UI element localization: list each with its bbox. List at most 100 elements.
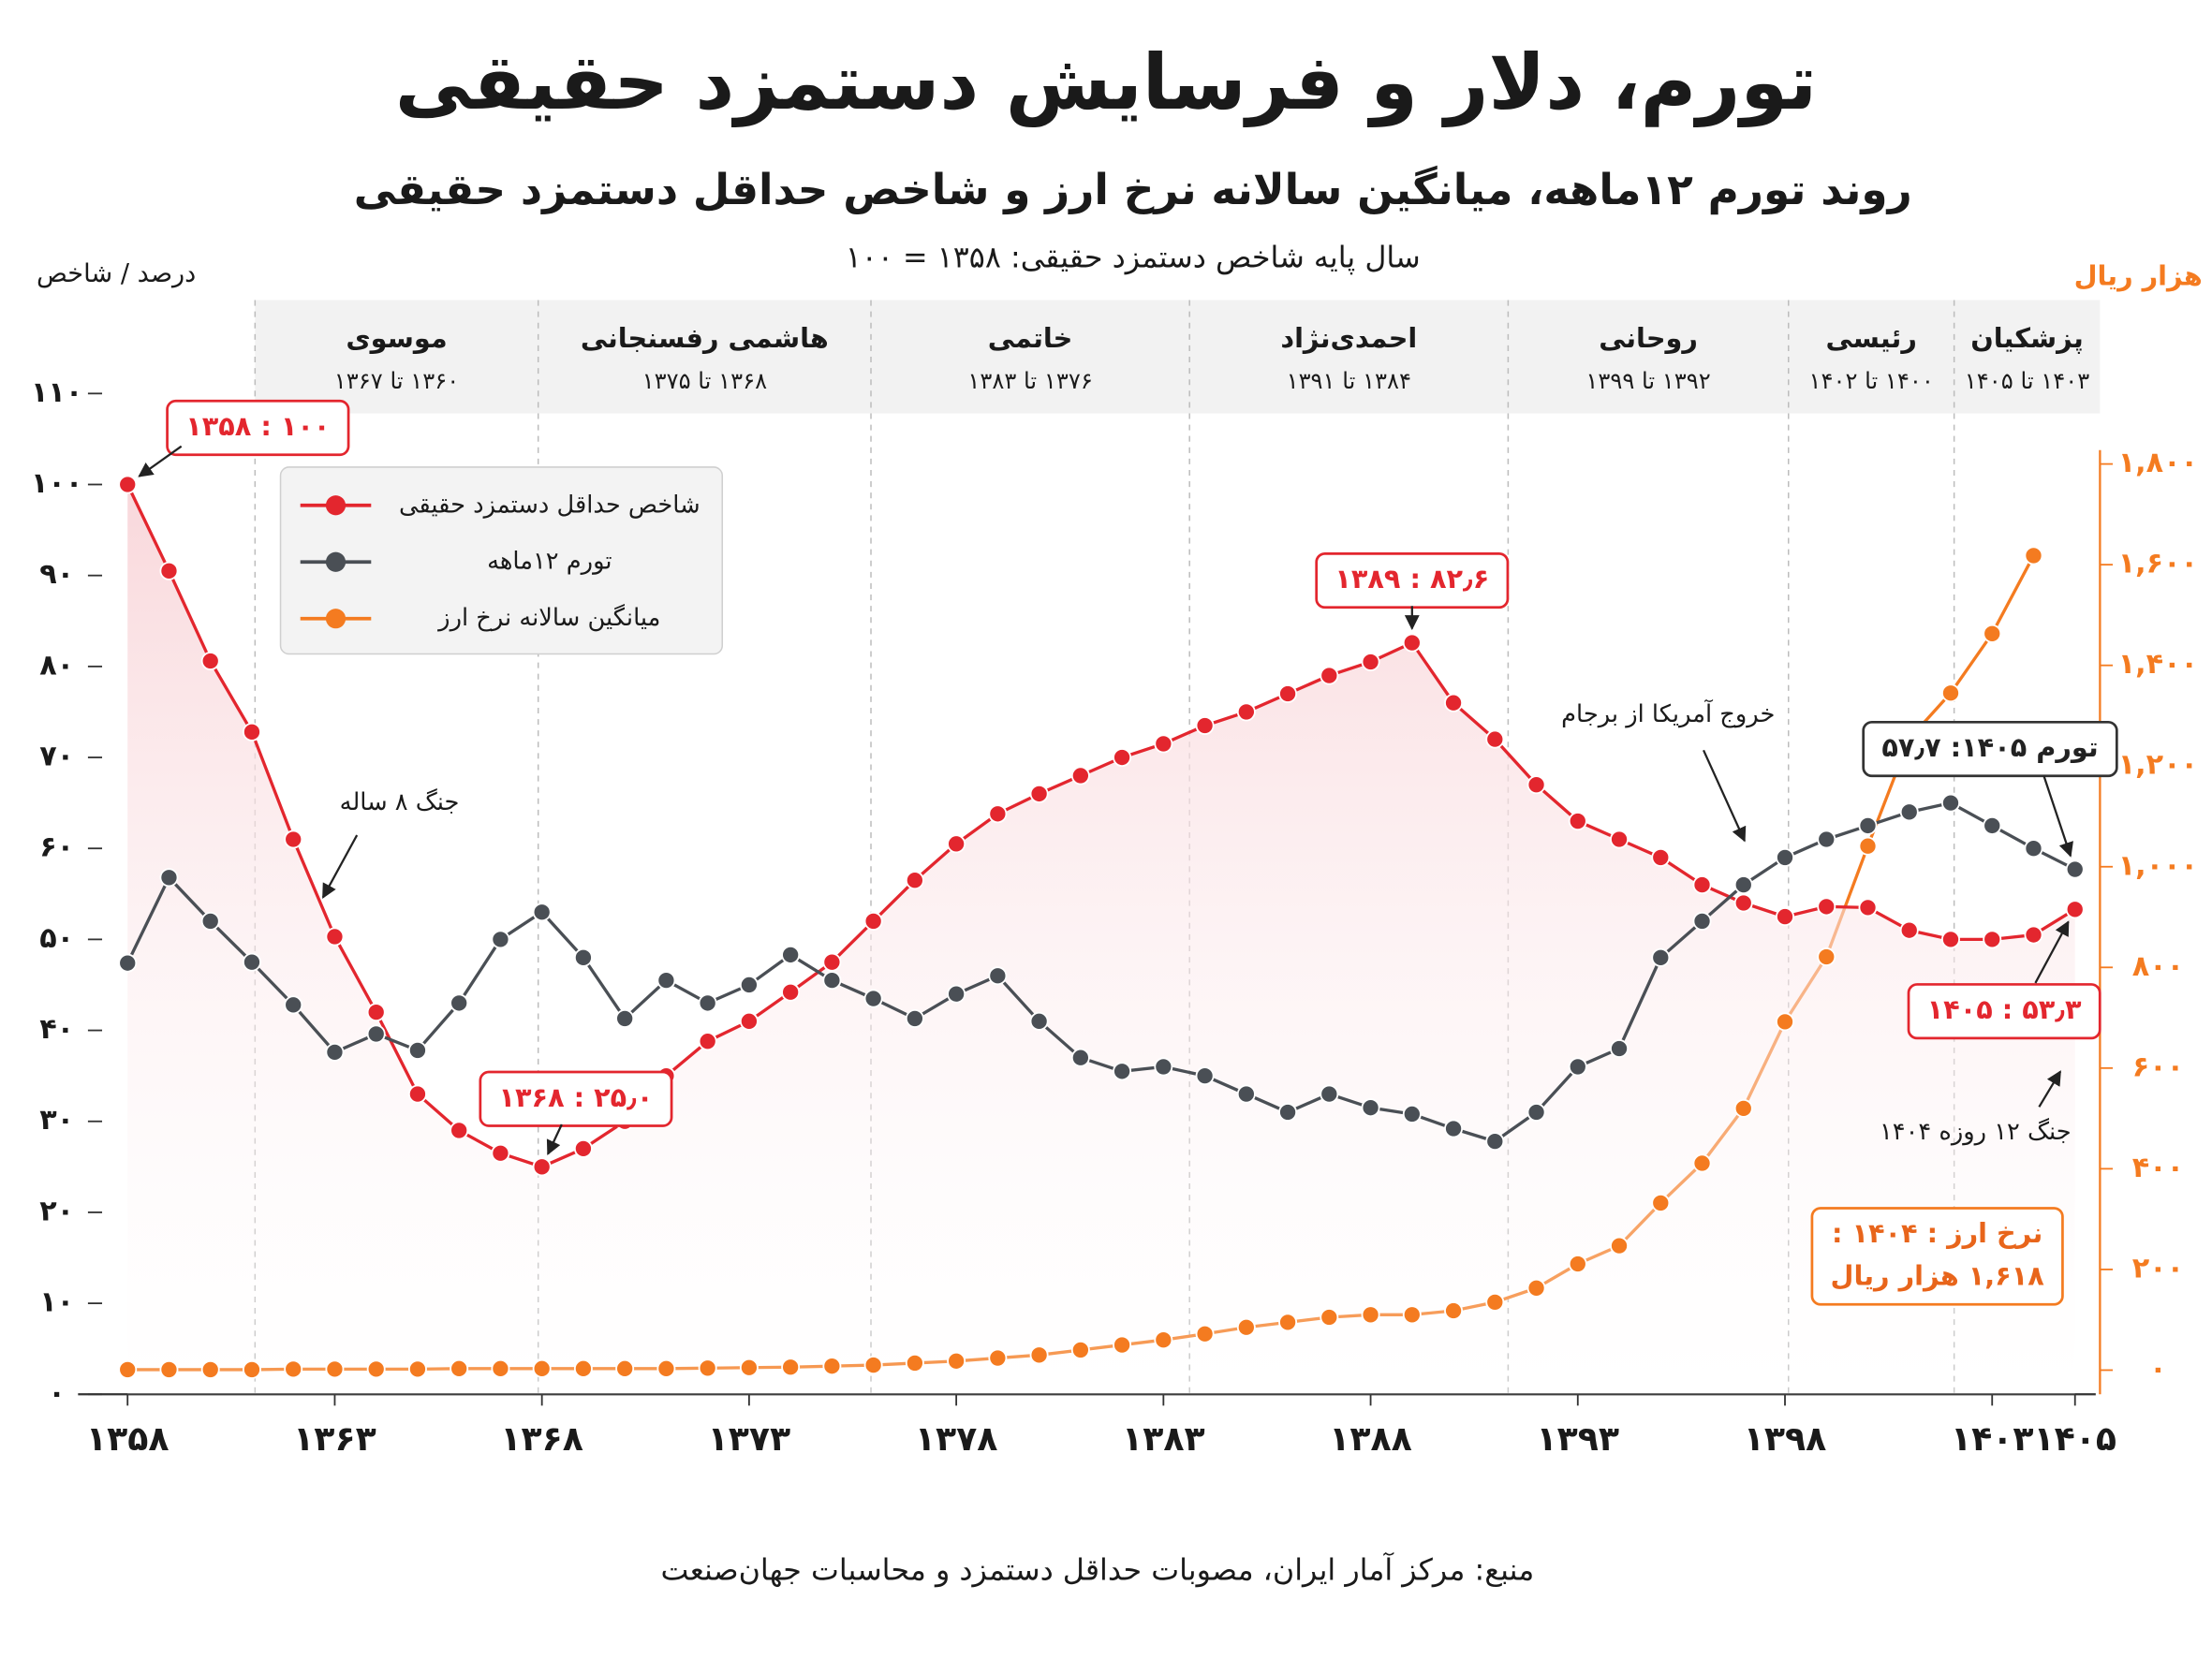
data-point xyxy=(450,1121,469,1140)
data-label: ۱,۶۱۸ هزار ریال xyxy=(1831,1260,2045,1292)
data-point xyxy=(242,722,261,741)
data-point xyxy=(1361,653,1380,671)
data-point xyxy=(1070,1048,1090,1067)
data-point xyxy=(2024,925,2043,945)
data-point xyxy=(325,1359,345,1379)
data-point xyxy=(1444,1301,1464,1320)
data-point xyxy=(781,982,801,1002)
data-point xyxy=(1154,1330,1173,1350)
y-tick-label: ۱۰ xyxy=(39,1286,74,1319)
period-range: ۱۳۸۴ تا ۱۳۹۱ xyxy=(1287,368,1411,394)
y-tick-label: ۷۰ xyxy=(39,741,74,773)
data-point xyxy=(2065,859,2085,879)
data-point xyxy=(698,993,717,1013)
data-point xyxy=(1651,847,1671,867)
data-point xyxy=(366,1024,386,1044)
data-point xyxy=(947,1351,966,1371)
data-point xyxy=(491,1143,510,1163)
data-point xyxy=(200,911,220,931)
data-point xyxy=(1568,1255,1587,1273)
data-point xyxy=(407,1084,427,1104)
data-label: تورم ۱۴۰۵: ۵۷٫۷ xyxy=(1881,731,2098,763)
data-point xyxy=(905,1008,924,1028)
data-point xyxy=(1983,815,2002,835)
data-point xyxy=(1195,1066,1215,1086)
data-label: ۱۳۸۹ : ۸۲٫۶ xyxy=(1335,563,1489,595)
data-point xyxy=(450,993,469,1013)
data-label: ۱۳۶۸ : ۲۵٫۰ xyxy=(498,1081,653,1113)
callout-box xyxy=(479,1070,673,1127)
period-band xyxy=(255,300,2101,414)
data-point xyxy=(1444,693,1464,712)
data-point xyxy=(1485,1292,1505,1312)
data-point xyxy=(1070,766,1090,785)
data-point xyxy=(242,1359,261,1379)
legend xyxy=(279,466,724,655)
data-point xyxy=(532,1157,552,1177)
period-range: ۱۴۰۳ تا ۱۴۰۵ xyxy=(1965,368,2089,394)
data-point xyxy=(781,1358,801,1377)
y-tick-label: ۱۱۰ xyxy=(31,376,82,409)
data-point xyxy=(1320,666,1339,685)
period-name: احمدی‌نژاد xyxy=(1280,322,1417,354)
data-point xyxy=(1444,1119,1464,1138)
legend-label: شاخص حداقل دستمزد حقیقی xyxy=(399,491,700,519)
data-point xyxy=(1983,624,2002,643)
data-point xyxy=(656,971,676,991)
y-tick-label: ۳۰ xyxy=(39,1104,74,1137)
data-point xyxy=(1195,716,1215,735)
series-area xyxy=(127,484,2075,1395)
data-point xyxy=(159,868,179,888)
y2-tick-label: ۱,۴۰۰ xyxy=(2118,648,2198,681)
data-point xyxy=(863,989,883,1008)
data-point xyxy=(1195,1324,1215,1343)
data-point xyxy=(573,1358,593,1378)
data-label: نرخ ارز : ۱۴۰۴ : xyxy=(1832,1217,2042,1249)
data-point xyxy=(159,1359,179,1379)
data-point xyxy=(1113,748,1132,768)
data-point xyxy=(284,830,303,849)
data-point xyxy=(1858,815,1878,835)
data-point xyxy=(1154,734,1173,754)
data-point xyxy=(1029,784,1049,803)
y2-axis-label: هزار ریال xyxy=(2074,259,2203,291)
data-point xyxy=(1941,930,1960,949)
callout-box xyxy=(1907,983,2101,1040)
data-point xyxy=(739,1011,759,1031)
callout-box xyxy=(166,399,350,457)
data-point xyxy=(532,903,552,922)
x-tick-label: ۱۳۹۳ xyxy=(1537,1418,1620,1459)
period-range: ۱۴۰۰ تا ۱۴۰۲ xyxy=(1808,368,1933,394)
x-tick-label: ۱۳۶۸ xyxy=(500,1418,583,1459)
y2-tick-label: ۱,۸۰۰ xyxy=(2118,447,2198,479)
data-point xyxy=(407,1040,427,1060)
annotation: جنگ ۱۲ روزه ۱۴۰۴ xyxy=(1880,1117,2072,1146)
data-point xyxy=(1733,1098,1753,1118)
y2-tick-label: ۱,۲۰۰ xyxy=(2118,749,2198,782)
data-point xyxy=(1070,1340,1090,1359)
y-tick-label: ۱۰۰ xyxy=(31,467,82,500)
annotation-arrow xyxy=(321,834,359,899)
data-point xyxy=(200,652,220,670)
data-point xyxy=(1526,1103,1546,1122)
data-point xyxy=(1858,836,1878,856)
callout-arrow xyxy=(2034,920,2070,984)
data-point xyxy=(1899,802,1919,822)
data-label: ۱۳۵۸ : ۱۰۰ xyxy=(185,410,330,442)
data-point xyxy=(118,475,138,494)
period-name: پزشکیان xyxy=(1970,322,2084,354)
data-point xyxy=(1568,1057,1587,1077)
data-point xyxy=(1278,1103,1298,1122)
data-label: ۱۴۰۵ : ۵۳٫۳ xyxy=(1927,993,2082,1025)
x-tick-label: ۱۳۷۳ xyxy=(708,1418,791,1459)
data-point xyxy=(822,971,842,991)
data-point xyxy=(947,984,966,1004)
data-point xyxy=(1361,1098,1380,1118)
legend-marker xyxy=(325,495,347,516)
y2-tick-label: ۴۰۰ xyxy=(2132,1152,2184,1184)
data-point xyxy=(1941,683,1960,703)
data-point xyxy=(159,561,179,580)
data-point xyxy=(1651,947,1671,967)
data-point xyxy=(1361,1305,1380,1325)
data-point xyxy=(1526,775,1546,795)
